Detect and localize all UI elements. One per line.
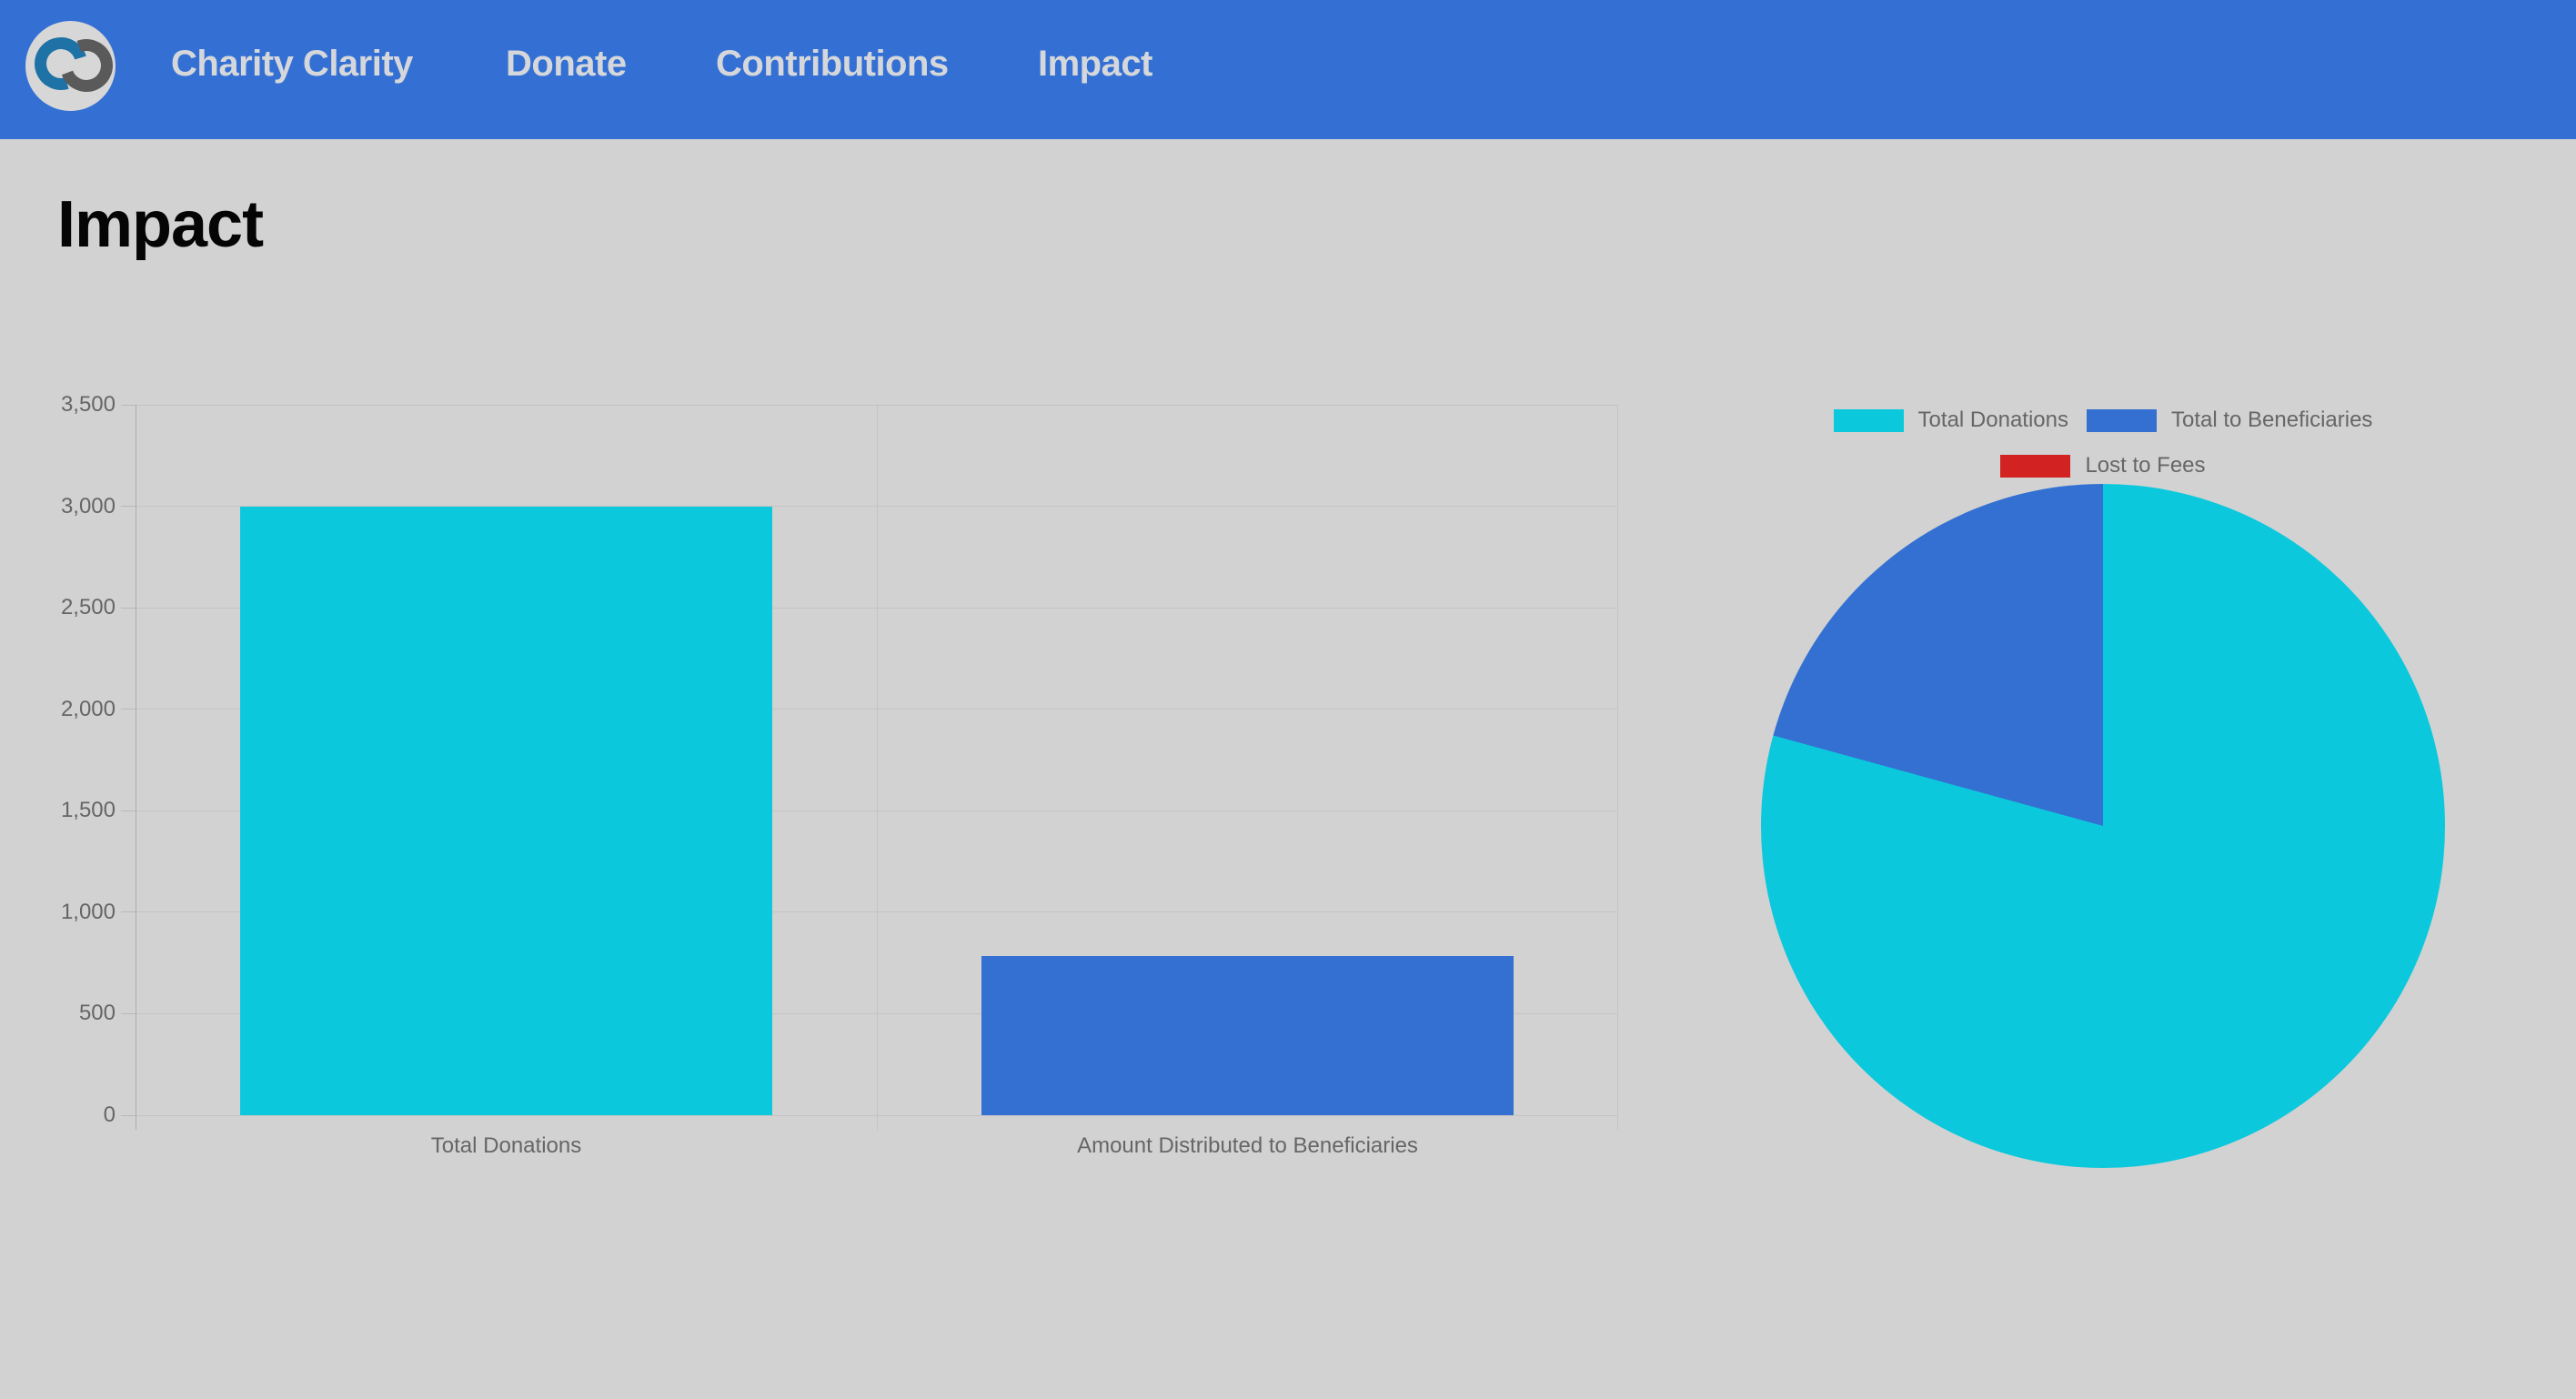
navbar: Charity Clarity Donate Contributions Imp… bbox=[0, 0, 2576, 139]
y-axis-tick-label: 1,500 bbox=[60, 798, 116, 823]
x-category-label: Amount Distributed to Beneficiaries bbox=[1077, 1133, 1418, 1158]
y-axis-tick bbox=[121, 911, 136, 913]
bar-chart-gridline bbox=[1617, 405, 1618, 1130]
bar-chart: 0 500 1,000 1,500 2,000 2,500 3,000 3,500 Total … bbox=[61, 392, 1618, 1158]
legend-label: Lost to Fees bbox=[2085, 453, 2206, 478]
page-title: Impact bbox=[57, 188, 264, 261]
x-category-label: Total Donations bbox=[430, 1133, 582, 1158]
legend-swatch bbox=[2000, 454, 2071, 478]
pie-legend: Total Donations Total to Beneficiaries Los… bbox=[1785, 408, 2421, 478]
y-axis-tick-label: 3,000 bbox=[60, 493, 116, 518]
y-axis-tick bbox=[121, 607, 136, 609]
y-axis-tick bbox=[121, 404, 136, 406]
y-axis-tick-label: 2,000 bbox=[60, 696, 116, 721]
nav-brand-charity-clarity[interactable]: Charity Clarity bbox=[171, 44, 413, 84]
nav-item-impact[interactable]: Impact bbox=[1038, 44, 1152, 84]
bar-2[interactable] bbox=[981, 955, 1514, 1115]
legend-item-lost-to-fees[interactable]: Lost to Fees bbox=[2000, 453, 2206, 478]
bar-chart-gridline bbox=[877, 405, 878, 1130]
nav-item-donate[interactable]: Donate bbox=[506, 44, 627, 84]
y-axis-tick bbox=[121, 709, 136, 710]
y-axis-tick-label: 1,000 bbox=[60, 899, 116, 924]
legend-swatch bbox=[1833, 408, 1904, 432]
legend-label: Total Donations bbox=[1917, 408, 2068, 432]
charity-clarity-logo[interactable] bbox=[25, 21, 122, 111]
pie-chart[interactable] bbox=[1761, 484, 2445, 1168]
bar-1[interactable] bbox=[240, 506, 772, 1115]
y-axis-tick bbox=[121, 810, 136, 811]
y-axis-tick bbox=[121, 1114, 136, 1116]
y-axis-tick-label: 500 bbox=[78, 1001, 116, 1026]
y-axis-tick-label: 0 bbox=[103, 1102, 116, 1127]
legend-item-total-donations[interactable]: Total Donations bbox=[1833, 408, 2068, 433]
y-axis-tick bbox=[121, 1012, 136, 1014]
y-axis-tick-label: 2,500 bbox=[60, 595, 116, 620]
nav-item-contributions[interactable]: Contributions bbox=[716, 44, 949, 84]
legend-label: Total to Beneficiaries bbox=[2170, 408, 2373, 432]
legend-swatch bbox=[2086, 408, 2157, 432]
y-axis-tick-label: 3,500 bbox=[60, 392, 116, 417]
y-axis-tick bbox=[121, 506, 136, 508]
legend-item-total-to-beneficiaries[interactable]: Total to Beneficiaries bbox=[2086, 408, 2373, 433]
